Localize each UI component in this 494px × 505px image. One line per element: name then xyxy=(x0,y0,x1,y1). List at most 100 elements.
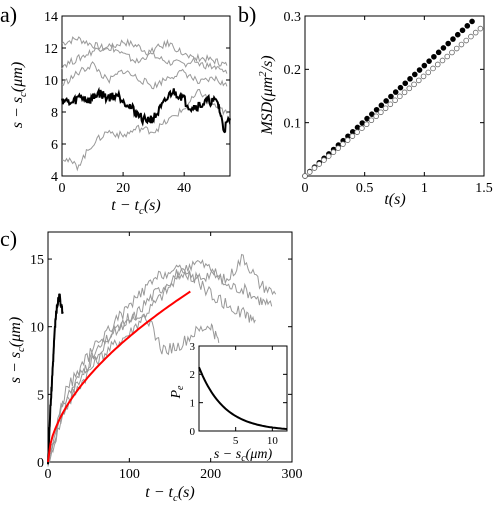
panel-a-ytick-label: 4 xyxy=(51,170,58,185)
panel-b-filled-marker xyxy=(440,45,447,51)
inset-axes-frame xyxy=(198,345,288,432)
panel-b-open-marker xyxy=(411,81,417,88)
panel-a-xlabel: t − tc(s) xyxy=(111,197,160,217)
panel-c-ytick-label: 0 xyxy=(37,456,44,471)
panel-c-series-line xyxy=(47,313,220,464)
panel-b-xtick-label: 1 xyxy=(421,181,428,196)
panel-b-open-marker xyxy=(420,73,427,80)
panel-a-label: a) xyxy=(0,2,17,27)
panel-a-ytick-label: 8 xyxy=(51,106,58,121)
panel-b-filled-marker xyxy=(411,71,418,78)
panel-b-filled-marker xyxy=(464,23,471,29)
panel-b-filled-marker xyxy=(421,62,428,69)
panel-a-series-line xyxy=(61,86,231,134)
panel-a-ytick-label: 6 xyxy=(51,138,58,153)
panel-b-open-marker xyxy=(373,113,379,120)
panel-c-series-line xyxy=(47,264,256,463)
panel-b-ytick-label: 0.3 xyxy=(284,10,302,25)
panel-c-xtick-label: 200 xyxy=(200,467,221,482)
panel-b-open-marker xyxy=(439,57,446,64)
inset-background xyxy=(199,346,287,431)
panel-b-filled-marker xyxy=(369,111,375,117)
panel-c-xtick-label: 100 xyxy=(119,467,140,482)
panel-b-open-marker xyxy=(415,77,422,84)
panel-b-open-marker xyxy=(359,125,365,131)
panel-b-axes-frame xyxy=(304,15,485,177)
panel-b-filled-marker xyxy=(397,84,404,91)
panel-b-filled-marker xyxy=(392,89,399,95)
panel-a-ytick-label: 10 xyxy=(44,74,58,89)
panel-b-open-marker xyxy=(444,53,451,60)
panel-c-xtick-label: 0 xyxy=(45,467,52,482)
panel-b-open-marker xyxy=(406,85,413,92)
panel-b-open-marker xyxy=(463,37,469,44)
inset-ytick-label: 1 xyxy=(190,398,196,410)
panel-b-label: b) xyxy=(238,2,256,27)
panel-b-open-marker xyxy=(316,161,323,167)
panel-b-open-marker xyxy=(368,117,375,124)
panel-b-open-marker xyxy=(430,65,436,72)
panel-b-filled-marker xyxy=(378,102,385,109)
panel-b-open-marker xyxy=(387,101,394,108)
panel-b-filled-marker xyxy=(354,124,361,131)
panel-c-series-line xyxy=(47,253,277,463)
panel-a-series-line xyxy=(61,36,228,68)
panel-b-open-marker xyxy=(378,109,384,116)
panel-b-filled-marker xyxy=(416,67,423,73)
panel-a-xtick-label: 0 xyxy=(59,181,66,196)
panel-b-filled-marker xyxy=(388,93,394,100)
inset-curve xyxy=(198,366,288,430)
panel-c-xtick-label: 300 xyxy=(282,467,303,482)
panel-b-ytick-label: 0.1 xyxy=(284,117,302,132)
panel-c-fit-curve xyxy=(47,290,191,463)
inset-xtick-label: 10 xyxy=(267,435,279,447)
panel-a-xtick-label: 40 xyxy=(177,181,191,196)
panel-b-open-marker xyxy=(401,89,408,96)
inset-xtick-label: 5 xyxy=(233,435,239,447)
panel-a-series-line xyxy=(61,88,228,172)
panel-b-open-marker xyxy=(349,133,356,139)
panel-b-open-marker xyxy=(335,145,341,151)
panel-b-filled-marker xyxy=(450,36,456,42)
panel-b-xtick-label: 0.5 xyxy=(356,181,374,196)
panel-b-filled-marker xyxy=(435,49,442,56)
panel-a-ytick-label: 14 xyxy=(44,10,58,25)
panel-b-xlabel: t(s) xyxy=(384,191,405,208)
panel-a-ytick-label: 12 xyxy=(44,42,58,57)
panel-b-open-marker xyxy=(397,93,403,100)
panel-b-filled-marker xyxy=(402,80,409,87)
panel-c-label: c) xyxy=(0,226,17,251)
panel-a-series-line xyxy=(61,38,228,74)
panel-c-xlabel: t − tc(s) xyxy=(145,484,194,504)
panel-b-xtick-label: 0 xyxy=(302,181,309,196)
panel-b-filled-marker xyxy=(469,18,475,25)
panel-b-open-marker xyxy=(477,25,484,32)
panel-b-open-marker xyxy=(425,69,432,76)
panel-b-open-marker xyxy=(321,157,327,163)
inset-ytick-label: 3 xyxy=(190,341,196,353)
panel-a-series-line xyxy=(61,61,228,90)
panel-b-open-marker xyxy=(311,165,318,171)
panel-b-open-marker xyxy=(449,49,455,56)
inset-ytick-label: 2 xyxy=(190,369,196,381)
panel-c-ylabel: s − sc(μm) xyxy=(7,317,27,383)
panel-b-open-marker xyxy=(453,45,460,52)
panel-b-xtick-label: 1.5 xyxy=(475,181,493,196)
panel-b-open-marker xyxy=(392,97,398,104)
panel-b-open-marker xyxy=(325,153,332,159)
panel-b-open-marker xyxy=(472,29,479,36)
panel-c-ytick-label: 5 xyxy=(37,388,44,403)
panel-b-open-marker xyxy=(354,129,360,135)
panel-b-open-marker xyxy=(330,149,337,155)
panel-c-axes-frame xyxy=(47,231,293,463)
panel-a-xtick-label: 20 xyxy=(116,181,130,196)
inset-ytick-label: 0 xyxy=(190,426,196,438)
panel-b-open-marker xyxy=(468,33,474,40)
panel-b-ytick-label: 0.2 xyxy=(284,63,302,78)
panel-c-series-line xyxy=(47,293,64,465)
panel-b-open-marker xyxy=(434,61,441,68)
panel-c-ytick-label: 15 xyxy=(30,253,44,268)
